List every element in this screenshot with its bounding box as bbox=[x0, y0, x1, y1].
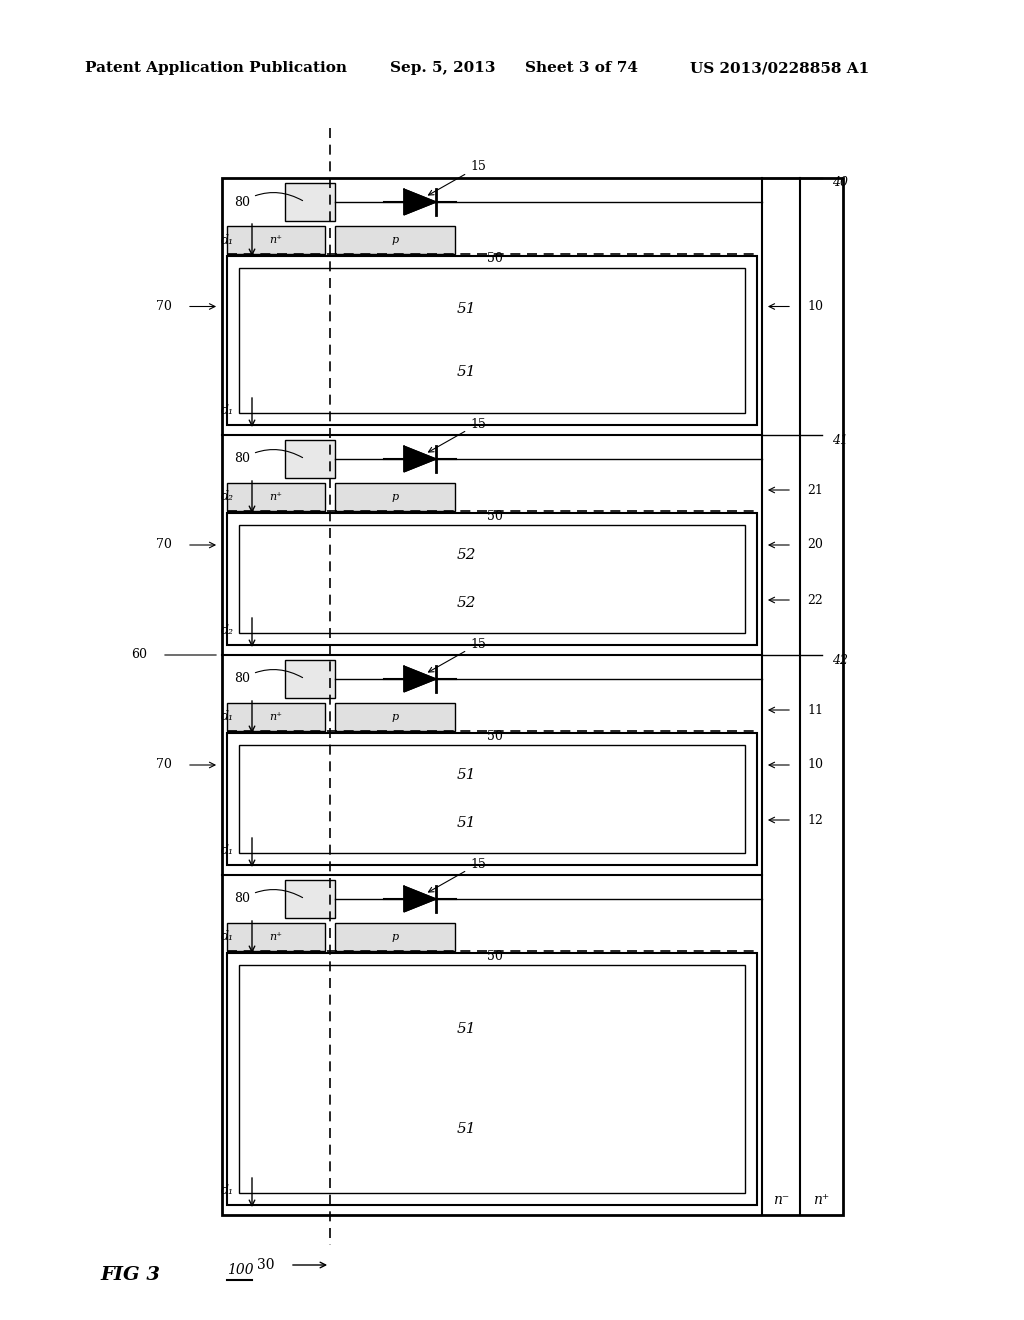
Bar bbox=[335, 226, 455, 253]
Text: 70: 70 bbox=[156, 759, 172, 771]
Text: 22: 22 bbox=[807, 594, 822, 606]
Text: p: p bbox=[391, 932, 398, 942]
Text: Sheet 3 of 74: Sheet 3 of 74 bbox=[525, 61, 638, 75]
Text: 50: 50 bbox=[487, 949, 503, 962]
Bar bbox=[227, 923, 325, 950]
Text: 80: 80 bbox=[234, 450, 303, 466]
Text: 51: 51 bbox=[457, 301, 476, 315]
Text: 15: 15 bbox=[428, 417, 485, 451]
Polygon shape bbox=[404, 667, 436, 692]
Text: n⁺: n⁺ bbox=[269, 235, 283, 246]
Text: 41: 41 bbox=[831, 433, 848, 446]
Text: 51: 51 bbox=[457, 1022, 476, 1036]
Text: 51: 51 bbox=[457, 816, 476, 830]
Bar bbox=[285, 440, 335, 478]
Text: 51: 51 bbox=[457, 1122, 476, 1137]
Text: 52: 52 bbox=[457, 595, 476, 610]
Text: d₁: d₁ bbox=[221, 710, 234, 723]
Polygon shape bbox=[404, 446, 436, 471]
Text: Patent Application Publication: Patent Application Publication bbox=[85, 61, 347, 75]
Text: d₁: d₁ bbox=[221, 234, 234, 247]
Text: n⁺: n⁺ bbox=[269, 711, 283, 722]
Text: n⁻: n⁻ bbox=[773, 1193, 790, 1206]
Bar bbox=[239, 525, 745, 634]
Polygon shape bbox=[404, 886, 436, 912]
Bar bbox=[285, 183, 335, 220]
Bar bbox=[222, 178, 843, 1214]
Text: 51: 51 bbox=[457, 768, 476, 783]
Bar bbox=[239, 268, 745, 413]
Text: 10: 10 bbox=[807, 300, 823, 313]
Text: 21: 21 bbox=[807, 483, 823, 496]
Text: n⁺: n⁺ bbox=[269, 492, 283, 502]
Bar bbox=[335, 923, 455, 950]
Text: 80: 80 bbox=[234, 193, 303, 209]
Text: 30: 30 bbox=[257, 1258, 275, 1272]
Text: 15: 15 bbox=[428, 161, 485, 195]
Text: 80: 80 bbox=[234, 890, 303, 906]
Text: 10: 10 bbox=[807, 759, 823, 771]
Text: d₁: d₁ bbox=[221, 931, 234, 944]
Text: 70: 70 bbox=[156, 300, 172, 313]
Bar bbox=[227, 513, 757, 645]
Bar bbox=[227, 256, 757, 425]
Text: d₂: d₂ bbox=[221, 623, 234, 636]
Text: 80: 80 bbox=[234, 669, 303, 685]
Text: p: p bbox=[391, 492, 398, 502]
Bar bbox=[227, 733, 757, 865]
Bar bbox=[227, 704, 325, 731]
Text: n⁺: n⁺ bbox=[269, 932, 283, 942]
Text: p: p bbox=[391, 235, 398, 246]
Text: d₁: d₁ bbox=[221, 843, 234, 857]
Text: 20: 20 bbox=[807, 539, 823, 552]
Bar bbox=[335, 704, 455, 731]
Text: 52: 52 bbox=[457, 548, 476, 562]
Text: d₂: d₂ bbox=[221, 491, 234, 503]
Text: 15: 15 bbox=[428, 858, 485, 892]
Text: 11: 11 bbox=[807, 704, 823, 717]
Bar bbox=[227, 226, 325, 253]
Text: 51: 51 bbox=[457, 366, 476, 379]
Bar bbox=[335, 483, 455, 511]
Text: d₁: d₁ bbox=[221, 1184, 234, 1196]
Text: 12: 12 bbox=[807, 813, 823, 826]
Text: 60: 60 bbox=[131, 648, 147, 661]
Text: 15: 15 bbox=[428, 638, 485, 672]
Bar bbox=[227, 953, 757, 1205]
Text: Sep. 5, 2013: Sep. 5, 2013 bbox=[390, 61, 496, 75]
Text: 70: 70 bbox=[156, 539, 172, 552]
Bar bbox=[227, 483, 325, 511]
Text: n⁺: n⁺ bbox=[813, 1193, 829, 1206]
Bar bbox=[239, 965, 745, 1193]
Bar bbox=[285, 880, 335, 917]
Bar bbox=[285, 660, 335, 698]
Text: US 2013/0228858 A1: US 2013/0228858 A1 bbox=[690, 61, 869, 75]
Text: 42: 42 bbox=[831, 653, 848, 667]
Text: 50: 50 bbox=[487, 730, 503, 742]
Text: 50: 50 bbox=[487, 510, 503, 523]
Text: 100: 100 bbox=[227, 1263, 254, 1276]
Polygon shape bbox=[404, 189, 436, 215]
Text: d₁: d₁ bbox=[221, 404, 234, 417]
Bar bbox=[239, 744, 745, 853]
Text: p: p bbox=[391, 711, 398, 722]
Text: 50: 50 bbox=[487, 252, 503, 265]
Text: 40: 40 bbox=[831, 177, 848, 190]
Text: FIG 3: FIG 3 bbox=[100, 1266, 160, 1284]
